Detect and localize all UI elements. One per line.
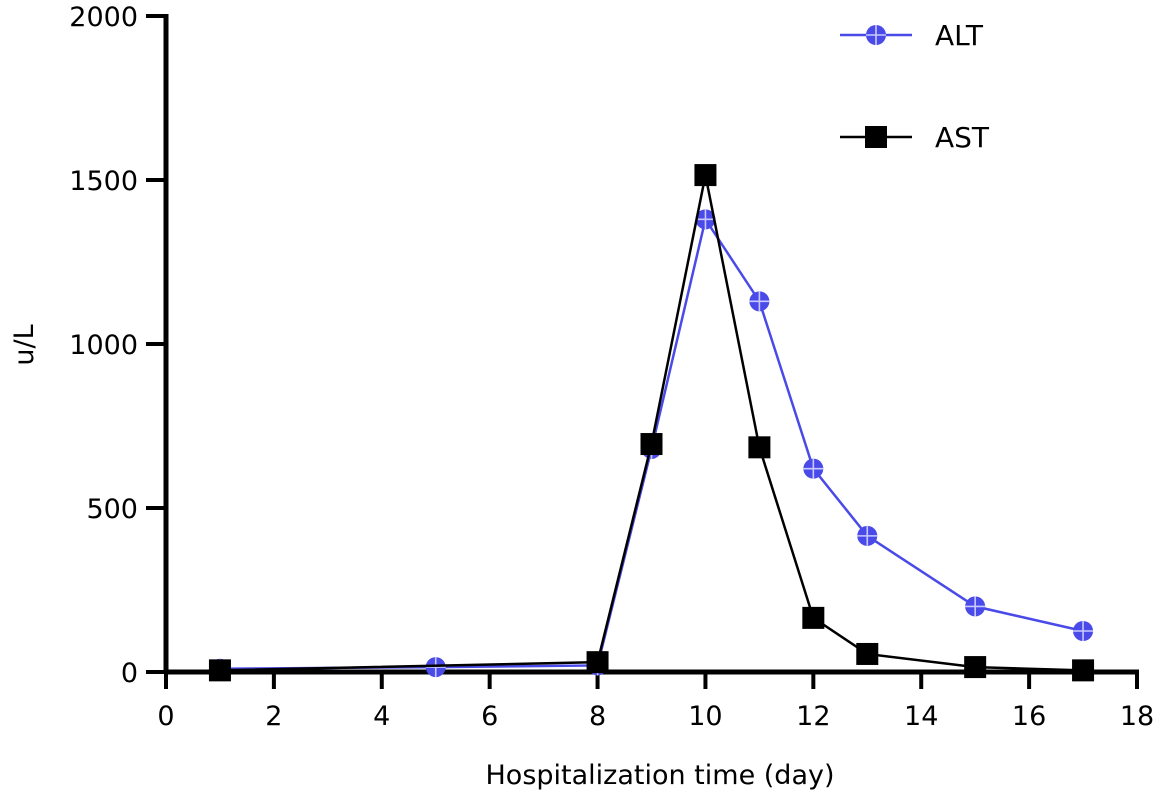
y-tick-label: 2000 [69,2,138,33]
series-ast-line [219,174,1084,672]
axes: 0 2 4 6 8 10 12 14 16 18 0 500 1000 1500 2000 [69,2,1154,732]
x-tick-label: 8 [589,701,606,732]
series-layer [208,164,1095,682]
series-ast [208,164,1095,682]
series-alt-line [219,216,1084,670]
legend-item-alt: ALT [840,19,984,52]
series-alt-point [695,209,716,230]
series-alt-point [749,291,770,312]
y-axis-title: u/L [9,324,40,365]
x-tick-label: 18 [1120,701,1154,732]
x-tick-label: 6 [481,701,498,732]
series-ast-point [964,656,987,679]
series-ast-point [748,436,771,459]
legend-label-alt: ALT [935,19,984,52]
legend-label-ast: AST [935,121,990,154]
legend-swatch-marker [866,25,886,45]
series-ast-point [1072,659,1095,682]
series-ast-point [802,606,825,629]
y-tick-label: 0 [121,658,138,689]
series-alt-point [1073,621,1094,641]
y-tick-label: 1000 [69,330,138,361]
series-ast-point [208,659,231,682]
series-ast-point [586,651,609,674]
series-alt-point [965,596,986,617]
y-tick-label: 500 [86,494,138,525]
legend: ALT AST [840,19,990,154]
legend-swatch-marker [865,126,887,148]
x-tick-label: 4 [373,701,390,732]
series-alt-point [857,525,878,546]
series-ast-point [694,164,717,187]
series-alt-point [425,657,446,678]
series-ast-point [640,433,663,456]
series-ast-point [856,642,879,665]
x-tick-label: 2 [265,701,282,732]
series-alt-point [803,458,824,479]
y-tick-label: 1500 [69,166,138,197]
x-tick-label: 10 [688,701,722,732]
x-tick-label: 16 [1012,701,1046,732]
x-axis-title: Hospitalization time (day) [486,760,835,791]
x-tick-label: 12 [796,701,830,732]
x-tick-label: 0 [157,701,174,732]
x-tick-label: 14 [904,701,938,732]
legend-item-ast: AST [840,121,990,154]
